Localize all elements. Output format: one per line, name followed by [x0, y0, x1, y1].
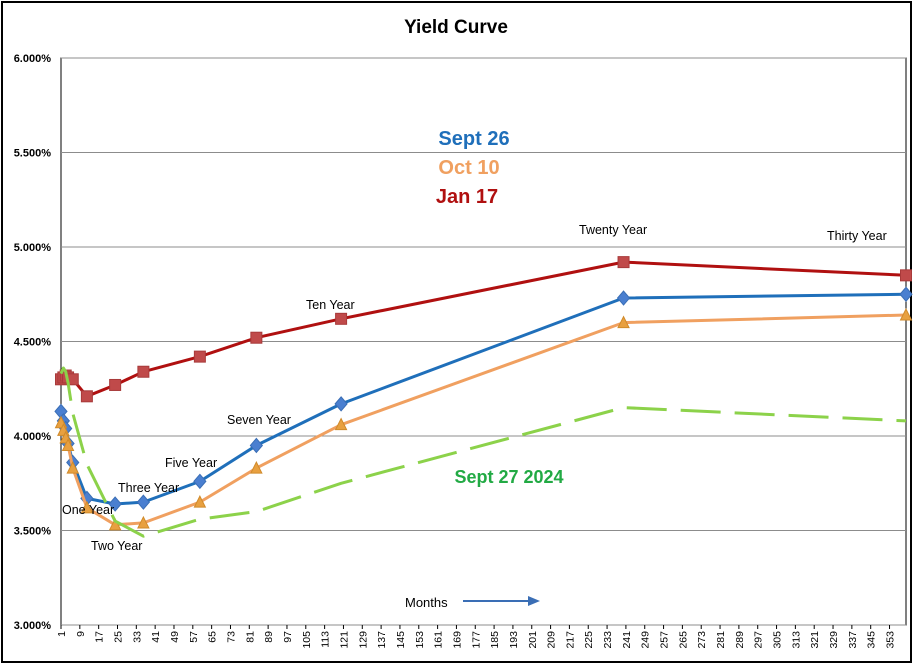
y-tick-label: 3.000% [14, 620, 52, 632]
x-tick-label: 121 [338, 631, 350, 649]
x-tick-label: 17 [94, 631, 106, 643]
annotation-three-year: Three Year [118, 481, 179, 495]
point-sept-26 [335, 397, 347, 411]
point-annotations: One Year Two Year Three Year Five Year S… [62, 223, 887, 553]
x-tick-label: 337 [847, 631, 859, 649]
x-tick-label: 145 [395, 631, 407, 649]
x-tick-label: 281 [715, 631, 727, 649]
point-jan-17 [81, 391, 92, 402]
x-tick-label: 41 [150, 631, 162, 643]
point-sept-26 [250, 438, 262, 452]
x-tick-label: 185 [489, 631, 501, 649]
x-tick-label: 297 [753, 631, 765, 649]
y-tick-label: 5.000% [14, 242, 52, 254]
legend-jan-17: Jan 17 [436, 186, 498, 208]
x-tick-label: 169 [451, 631, 463, 649]
x-tick-label: 137 [376, 631, 388, 649]
x-tick-label: 225 [583, 631, 595, 649]
y-tick-label: 4.500% [14, 337, 52, 349]
x-axis-ticks: 1 9 17 25 33 41 49 57 65 73 81 89 97 105 113 121 129 137 1… [56, 625, 897, 649]
x-tick-label: 89 [263, 631, 275, 643]
x-tick-label: 257 [659, 631, 671, 649]
chart-title: Yield Curve [404, 17, 508, 38]
point-jan-17 [618, 257, 629, 268]
y-tick-label: 6.000% [14, 53, 52, 65]
point-sept-26 [618, 291, 630, 305]
x-tick-label: 201 [527, 631, 539, 649]
series-line-sept-27-2024 [61, 368, 906, 536]
annotation-two-year: Two Year [91, 539, 142, 553]
point-sept-26 [194, 474, 206, 488]
x-tick-label: 57 [188, 631, 200, 643]
x-tick-label: 25 [112, 631, 124, 643]
point-jan-17 [110, 379, 121, 390]
annotation-thirty-year: Thirty Year [827, 229, 887, 243]
point-jan-17 [251, 332, 262, 343]
x-tick-label: 241 [621, 631, 633, 649]
y-tick-label: 5.500% [14, 148, 52, 160]
y-tick-label: 4.000% [14, 431, 52, 443]
x-tick-label: 273 [696, 631, 708, 649]
x-tick-label: 113 [320, 631, 332, 648]
x-tick-label: 73 [225, 631, 237, 643]
x-tick-label: 265 [677, 631, 689, 649]
x-tick-label: 105 [301, 631, 313, 649]
legend-oct-10: Oct 10 [438, 157, 499, 179]
x-tick-label: 65 [207, 631, 219, 643]
annotation-one-year: One Year [62, 503, 114, 517]
x-tick-label: 97 [282, 631, 294, 643]
x-tick-label: 177 [470, 631, 482, 649]
x-tick-label: 289 [734, 631, 746, 649]
point-jan-17 [194, 351, 205, 362]
legend-sept-26: Sept 26 [438, 128, 509, 150]
x-tick-label: 129 [357, 631, 369, 649]
legend: Sept 26 Oct 10 Jan 17 [436, 128, 510, 208]
x-tick-label: 313 [790, 631, 802, 649]
point-jan-17 [138, 366, 149, 377]
legend-sept-27-2024: Sept 27 2024 [454, 467, 563, 487]
x-tick-label: 233 [602, 631, 614, 649]
y-tick-label: 3.500% [14, 526, 52, 538]
point-oct-10 [194, 496, 205, 507]
series-lines [55, 257, 912, 537]
x-tick-label: 345 [866, 631, 878, 649]
x-tick-label: 249 [640, 631, 652, 649]
annotation-seven-year: Seven Year [227, 413, 291, 427]
x-tick-label: 9 [75, 631, 87, 637]
x-tick-label: 329 [828, 631, 840, 649]
point-jan-17 [336, 313, 347, 324]
x-tick-label: 49 [169, 631, 181, 643]
point-sept-26 [900, 287, 912, 301]
x-tick-label: 1 [56, 631, 68, 637]
y-axis-ticks: 3.000% 3.500% 4.000% 4.500% 5.000% 5.500% 6.00… [14, 53, 52, 632]
x-tick-label: 193 [508, 631, 520, 649]
x-tick-label: 353 [885, 631, 897, 649]
arrow-right-icon [463, 596, 540, 606]
x-axis-label: Months [405, 595, 448, 610]
point-jan-17 [901, 270, 912, 281]
annotation-twenty-year: Twenty Year [579, 223, 647, 237]
series-line-oct-10 [61, 315, 906, 525]
x-tick-label: 81 [244, 631, 256, 643]
x-tick-label: 321 [809, 631, 821, 649]
x-tick-label: 153 [414, 631, 426, 649]
annotation-five-year: Five Year [165, 456, 217, 470]
annotation-ten-year: Ten Year [306, 298, 355, 312]
x-tick-label: 217 [564, 631, 576, 649]
x-tick-label: 209 [546, 631, 558, 649]
series-line-jan-17 [61, 262, 906, 396]
point-sept-26 [137, 495, 149, 509]
x-tick-label: 161 [433, 631, 445, 649]
x-tick-label: 33 [131, 631, 143, 643]
x-tick-label: 305 [772, 631, 784, 649]
